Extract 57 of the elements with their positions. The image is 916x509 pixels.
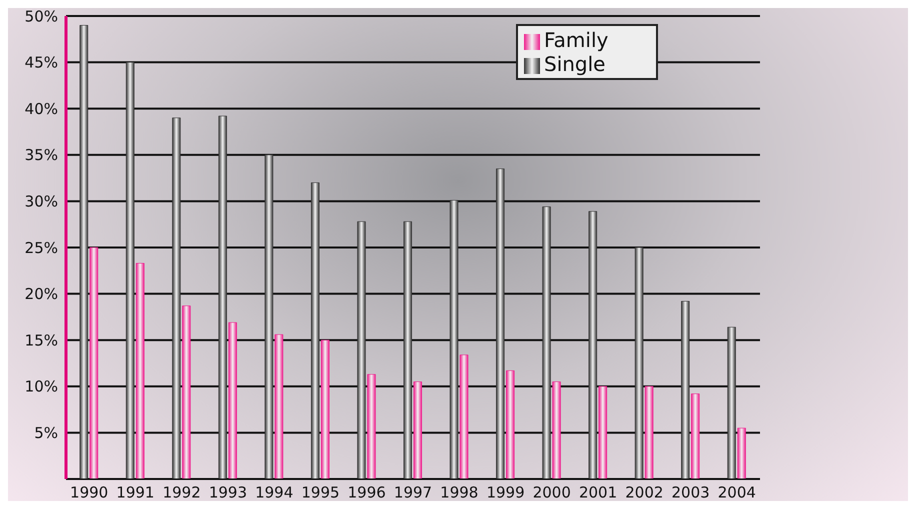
x-tick-label: 2004 (718, 484, 756, 502)
y-tick-label: 15% (24, 331, 58, 350)
bar (542, 206, 551, 479)
y-tick-label: 5% (34, 424, 58, 442)
bar (413, 382, 422, 479)
y-tick-label: 40% (24, 100, 58, 118)
bar (634, 247, 644, 479)
legend-label: Family (544, 28, 608, 52)
bar (310, 182, 320, 479)
x-tick-label: 1997 (394, 484, 432, 502)
x-tick-label: 1990 (70, 484, 108, 502)
bar (403, 221, 412, 479)
bar (320, 340, 330, 479)
x-tick-label: 1995 (301, 484, 340, 502)
bar (274, 334, 284, 479)
bar (182, 306, 191, 479)
bar (90, 247, 98, 479)
y-tick-label: 30% (24, 192, 58, 211)
x-tick-label: 2002 (625, 484, 664, 502)
x-tick-label: 2000 (532, 484, 571, 502)
bar (727, 326, 736, 479)
bar (737, 428, 746, 479)
bar (496, 168, 505, 479)
y-tick-label: 10% (24, 378, 58, 396)
bar (367, 374, 376, 479)
bar (80, 25, 88, 479)
bar (228, 322, 237, 479)
bar (136, 262, 144, 479)
y-tick-label: 45% (24, 54, 58, 72)
y-tick-label: 20% (24, 285, 58, 304)
bar (218, 116, 227, 479)
x-tick-label: 1996 (348, 484, 386, 502)
x-tick-label: 1992 (162, 484, 201, 502)
bar (506, 370, 515, 479)
bar (460, 354, 468, 479)
bar (552, 382, 561, 479)
bar (598, 386, 608, 479)
bar (264, 154, 274, 479)
bar (126, 62, 134, 479)
x-tick-label: 1999 (486, 484, 525, 502)
bar (681, 300, 690, 479)
bar (357, 221, 366, 479)
bar (644, 386, 654, 479)
y-tick-label: 35% (24, 146, 58, 164)
bar (691, 394, 700, 479)
bar (450, 200, 458, 479)
bar (588, 211, 598, 479)
legend-label: Single (544, 52, 606, 76)
y-tick-label: 50% (24, 7, 58, 26)
y-tick-label: 25% (24, 238, 58, 257)
x-tick-label: 1998 (440, 484, 478, 502)
x-tick-label: 1994 (255, 484, 294, 502)
x-tick-label: 2001 (578, 484, 618, 502)
x-tick-label: 1993 (208, 484, 248, 502)
x-tick-label: 1991 (116, 484, 154, 502)
x-tick-label: 2003 (672, 484, 710, 502)
bar (172, 118, 181, 479)
